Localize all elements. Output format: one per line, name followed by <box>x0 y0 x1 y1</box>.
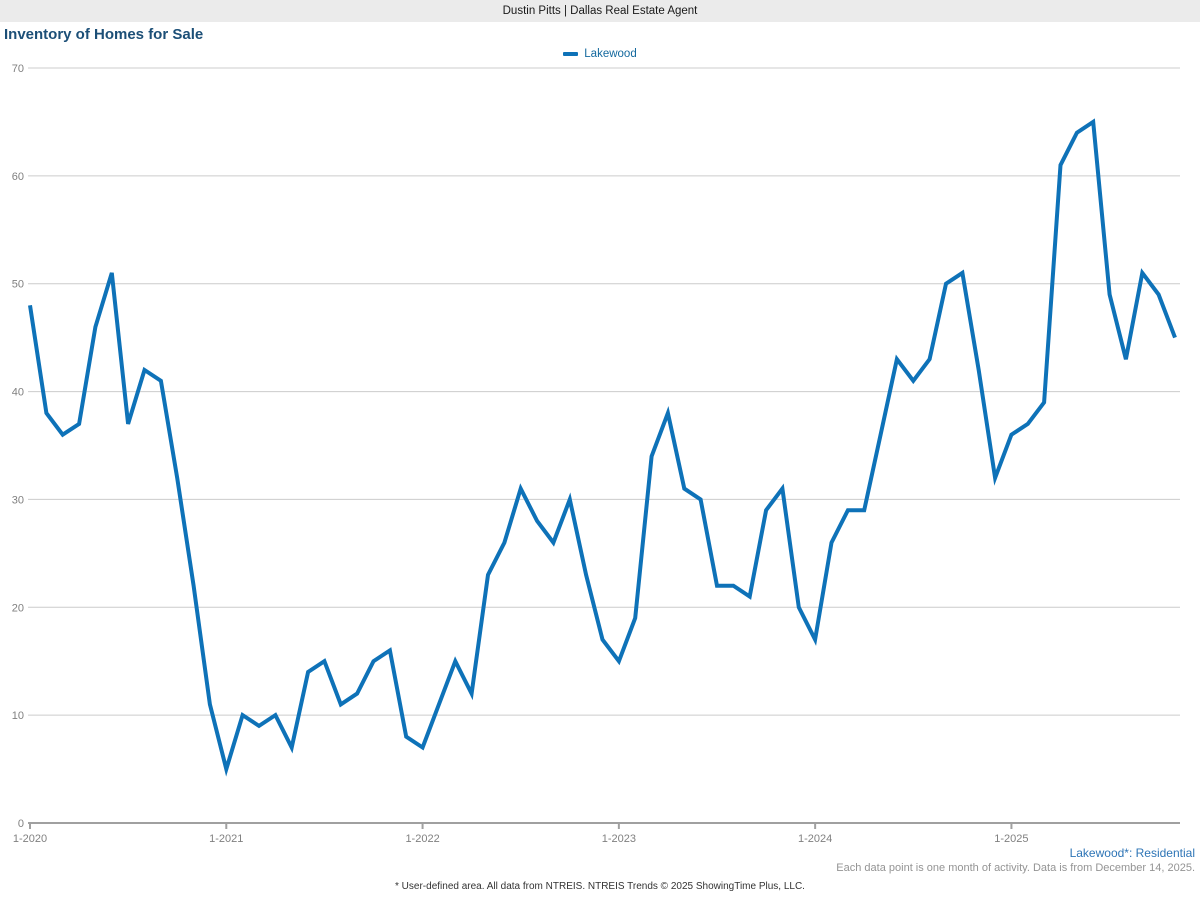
page-title: Inventory of Homes for Sale <box>4 26 204 43</box>
legend-line-icon <box>563 52 579 56</box>
x-axis-label: 1-2020 <box>13 833 47 845</box>
x-axis-label: 1-2024 <box>798 833 832 845</box>
chart-legend[interactable]: Lakewood <box>0 47 1200 61</box>
x-axis-label: 1-2023 <box>602 833 636 845</box>
x-axis-label: 1-2025 <box>994 833 1028 845</box>
legend-label: Lakewood <box>584 48 637 60</box>
y-axis-label: 60 <box>12 171 24 183</box>
y-axis-label: 0 <box>18 818 24 830</box>
x-axis-label: 1-2021 <box>209 833 243 845</box>
y-axis-label: 30 <box>12 494 24 506</box>
header-bar: Dustin Pitts | Dallas Real Estate Agent <box>0 0 1200 22</box>
series-line-lakewood <box>28 118 1177 777</box>
disclaimer-note: * User-defined area. All data from NTREI… <box>395 881 805 892</box>
series-note: Lakewood*: Residential <box>1069 846 1195 860</box>
y-axis-label: 20 <box>12 602 24 614</box>
header-title: Dustin Pitts | Dallas Real Estate Agent <box>502 5 698 17</box>
y-axis-label: 40 <box>12 387 24 399</box>
x-axis-label: 1-2022 <box>405 833 439 845</box>
y-axis-label: 70 <box>12 63 24 75</box>
data-note: Each data point is one month of activity… <box>836 862 1195 874</box>
y-axis-label: 10 <box>12 710 24 722</box>
y-axis-label: 50 <box>12 279 24 291</box>
